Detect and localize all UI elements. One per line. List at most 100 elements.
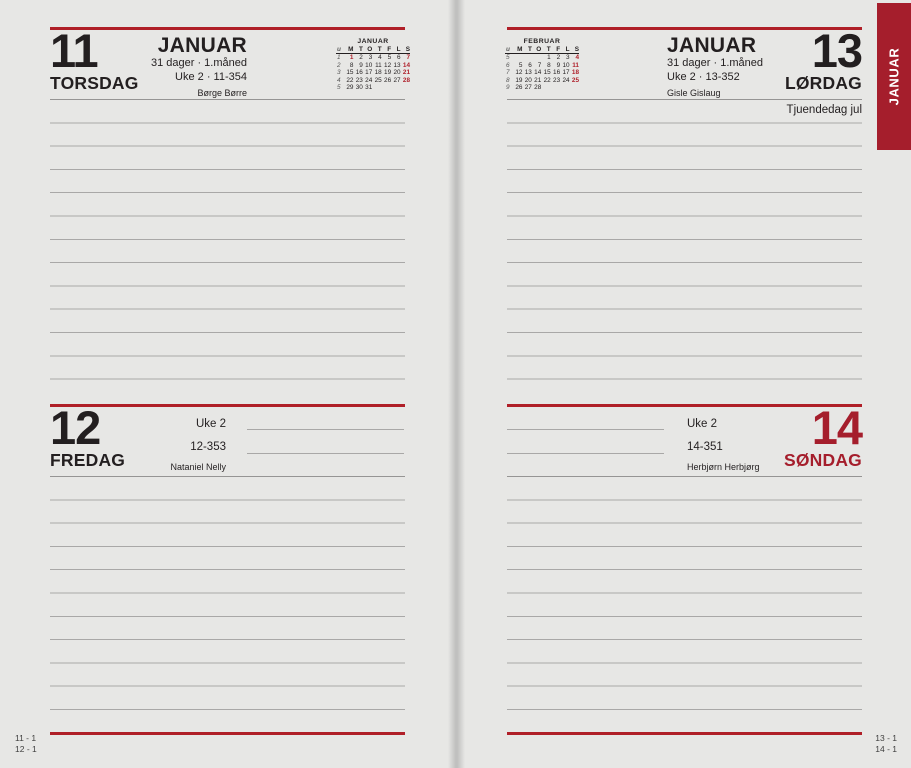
mini-calendar-day: 13 — [393, 61, 401, 69]
month-info-block: JANUAR 31 dager · 1.måned Uke 2 · 11-354… — [87, 34, 247, 99]
footer-line: 12 - 1 — [15, 743, 37, 754]
writing-lines — [50, 100, 405, 381]
mini-calendar-day: 14 — [534, 69, 542, 77]
mini-calendar-day: 13 — [524, 69, 532, 77]
day-name-fredag: FREDAG — [50, 450, 126, 470]
red-rule-bottom — [50, 732, 405, 735]
mini-calendar-day: 9 — [359, 61, 363, 69]
mini-calendar-day: 19 — [515, 76, 523, 84]
mini-calendar-day: 18 — [571, 69, 579, 77]
mini-calendar-day: 12 — [384, 61, 392, 69]
day-name-lordag: LØRDAG — [784, 73, 862, 93]
month-tab-januar: JANUAR — [877, 3, 911, 150]
mini-calendar-week-number: 8 — [506, 76, 510, 84]
mini-calendar-day-header: S — [569, 46, 579, 55]
mini-calendar-week-number: 5 — [337, 84, 341, 92]
footer-line: 13 - 1 — [875, 733, 897, 743]
header-writing-line — [247, 429, 404, 430]
mini-calendar-day: 28 — [402, 76, 410, 84]
mini-calendar-day-header: M — [513, 46, 523, 55]
month-title: JANUAR — [157, 34, 247, 57]
page-left: 11 TORSDAG JANUAR 31 dager · 1.måned Uke… — [0, 0, 455, 768]
mini-calendar-day: 20 — [524, 76, 532, 84]
page-footer: 11 - 1 12 - 1 — [15, 733, 37, 754]
mini-calendar-day: 5 — [387, 54, 392, 62]
mini-calendar-day: 24 — [365, 76, 373, 84]
mini-calendar-day — [513, 54, 522, 61]
mini-calendar-day-header: T — [353, 46, 363, 55]
red-rule-top — [507, 27, 862, 30]
mini-calendar-day-header: T — [541, 46, 551, 55]
mini-calendar-week-number: 1 — [337, 54, 341, 62]
mini-calendar-day: 24 — [562, 76, 570, 84]
mini-calendar-day-header: F — [381, 46, 392, 55]
mini-calendar-day: 14 — [402, 61, 410, 69]
mini-calendar-januar: JANUAR u M T O T F L S 1 1 2 3 4 5 6 7 2 8 9 10 11 12 13 14 3 15 16… — [336, 38, 410, 91]
mini-calendar-week-number: 4 — [337, 76, 341, 84]
mini-calendar-day: 12 — [515, 69, 523, 77]
week-daycode-line: Uke 2 · 13-352 — [667, 70, 740, 83]
writing-lines — [507, 100, 862, 381]
mini-calendar-day: 8 — [547, 61, 551, 69]
header-divider — [507, 99, 862, 100]
mini-calendar-day: 17 — [562, 69, 570, 77]
mini-calendar-day: 2 — [556, 54, 561, 62]
mini-calendar-day: 2 — [359, 54, 363, 62]
mini-calendar-day: 7 — [537, 61, 542, 69]
mini-calendar-week-header: u — [336, 46, 344, 55]
mini-calendar-day: 31 — [365, 84, 373, 92]
mini-calendar-day — [401, 84, 410, 91]
mini-calendar-day-header: O — [531, 46, 542, 55]
week-label: Uke 2 — [687, 418, 718, 430]
mini-calendar-day: 1 — [349, 54, 354, 62]
mini-calendar-februar: FEBRUAR u M T O T F L S 5 1 2 3 4 6 5 6 7 8 9 10 11 7 12 13 14 15 1… — [505, 38, 579, 91]
mini-calendar-week-header: u — [505, 46, 513, 55]
week-daycode-line: Uke 2 · 11-354 — [175, 70, 247, 83]
mini-calendar-day: 18 — [374, 69, 382, 77]
mini-calendar-day-header: T — [372, 46, 382, 55]
week-label: Uke 2 — [195, 418, 226, 430]
day-name-sondag: SØNDAG — [783, 450, 862, 470]
day-info-block: Uke 2 12-353 Nataniel Nelly — [76, 413, 226, 475]
mini-calendar-grid: u M T O T F L S 1 1 2 3 4 5 6 7 2 8 9 10 11 12 13 14 3 15 16 17 18 19… — [336, 46, 410, 91]
mini-calendar-day: 23 — [553, 76, 561, 84]
mini-calendar-week-number: 6 — [506, 61, 510, 69]
mini-calendar-title: JANUAR — [357, 38, 389, 45]
mini-calendar-day: 22 — [543, 76, 551, 84]
day-code: 12-353 — [190, 441, 226, 453]
mini-calendar-day-header: O — [362, 46, 373, 55]
mini-calendar-day: 6 — [528, 61, 532, 69]
mini-calendar-day: 27 — [524, 84, 532, 92]
mini-calendar-day: 10 — [562, 61, 570, 69]
footer-line: 14 - 1 — [875, 743, 897, 754]
header-writing-line — [247, 453, 404, 454]
mini-calendar-day: 11 — [375, 61, 382, 69]
mini-calendar-day-header: L — [560, 46, 570, 55]
mini-calendar-day — [391, 84, 400, 91]
mini-calendar-grid: u M T O T F L S 5 1 2 3 4 6 5 6 7 8 9 10 11 7 12 13 14 15 16 17 18 8 1… — [505, 46, 579, 91]
mini-calendar-day — [372, 84, 381, 91]
mini-calendar-week-number: 5 — [506, 54, 510, 62]
day-code: 14-351 — [687, 441, 723, 453]
mini-calendar-day-header: T — [522, 46, 532, 55]
month-days-line: 31 dager · 1.måned — [150, 57, 247, 69]
mini-calendar-day: 16 — [355, 69, 363, 77]
writing-lines — [507, 477, 862, 711]
mini-calendar-day: 19 — [384, 69, 392, 77]
mini-calendar-week-number: 3 — [337, 69, 341, 77]
day-number-11: 11 — [50, 24, 99, 77]
mini-calendar-day: 15 — [346, 69, 354, 77]
spine-gutter — [448, 0, 465, 768]
mini-calendar-day: 22 — [346, 76, 354, 84]
mini-calendar-day: 1 — [547, 54, 551, 62]
day-number-14: 14 — [811, 401, 863, 454]
mini-calendar-day — [551, 84, 560, 91]
mini-calendar-day: 10 — [365, 61, 373, 69]
mini-calendar-day: 29 — [346, 84, 354, 92]
header-divider — [50, 476, 405, 477]
page-right: FEBRUAR u M T O T F L S 5 1 2 3 4 6 5 6 7 8 9 10 11 7 12 13 14 15 1… — [455, 0, 911, 768]
mini-calendar-day: 5 — [518, 61, 523, 69]
mini-calendar-day: 4 — [575, 54, 579, 62]
mini-calendar-day: 26 — [384, 76, 392, 84]
red-rule-bottom — [507, 732, 862, 735]
